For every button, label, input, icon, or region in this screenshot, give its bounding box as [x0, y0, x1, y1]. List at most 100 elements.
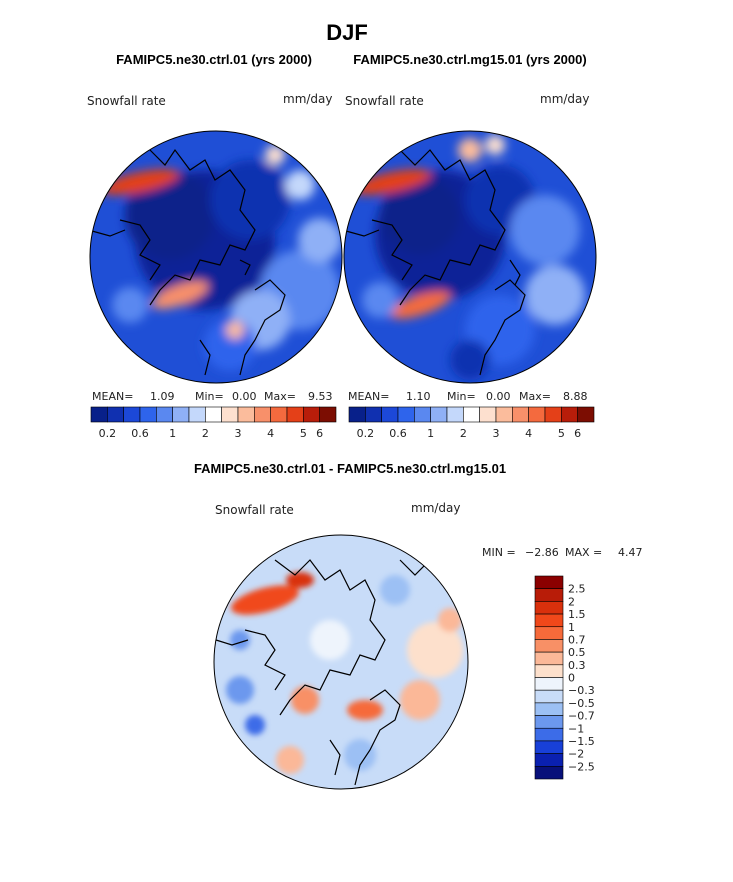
- right-min-label: Min=: [447, 390, 476, 403]
- diff-max-value: 4.47: [618, 546, 643, 559]
- diff-colorbar-tick: −1.5: [568, 735, 595, 748]
- diff-panel-title: FAMIPC5.ne30.ctrl.01 - FAMIPC5.ne30.ctrl…: [194, 461, 506, 476]
- diff-map-fields: [226, 572, 463, 774]
- left-colorbar-tick: 0.2: [99, 427, 117, 440]
- right-map-coastlines: [345, 149, 526, 376]
- left-map-coastlines: [91, 148, 286, 376]
- diff-colorbar-swatch: [534, 588, 564, 602]
- diff-colorbar: 2.521.510.70.50.30−0.3−0.5−0.7−1−1.5−2−2…: [534, 575, 595, 780]
- left-panel-title: FAMIPC5.ne30.ctrl.01 (yrs 2000): [116, 52, 312, 67]
- diff-min-value: −2.86: [525, 546, 559, 559]
- right-colorbar-swatch: [446, 406, 464, 423]
- diff-colorbar-tick: 0.5: [568, 646, 586, 659]
- left-colorbar-tick: 4: [267, 427, 274, 440]
- right-colorbar-swatch: [348, 406, 366, 423]
- left-mean-label: MEAN=: [92, 390, 133, 403]
- left-colorbar-swatch: [90, 406, 108, 423]
- diff-colorbar-tick: −0.7: [568, 710, 595, 723]
- diff-colorbar-swatch: [534, 626, 564, 640]
- diff-colorbar-swatch: [534, 651, 564, 666]
- right-colorbar-swatch: [365, 406, 382, 423]
- right-colorbar-tick: 1: [427, 427, 434, 440]
- diff-colorbar-tick: 1.5: [568, 608, 586, 621]
- diff-colorbar-tick: −0.3: [568, 684, 595, 697]
- diff-map-coastlines: [215, 559, 441, 786]
- figure-title: DJF: [326, 20, 368, 45]
- left-colorbar-swatch: [303, 406, 320, 423]
- right-map: [344, 131, 596, 383]
- diff-colorbar-swatch: [534, 702, 564, 716]
- diff-colorbar-tick: 2.5: [568, 583, 586, 596]
- left-colorbar-swatch: [286, 406, 304, 423]
- left-colorbar-swatch: [254, 406, 271, 423]
- diff-colorbar-swatch: [534, 677, 564, 691]
- diff-colorbar-tick: 0: [568, 672, 575, 685]
- left-stats: MEAN= 1.09 Min= 0.00 Max= 9.53: [92, 390, 333, 403]
- right-colorbar-tick: 0.2: [357, 427, 375, 440]
- right-max-value: 8.88: [563, 390, 588, 403]
- left-max-value: 9.53: [308, 390, 333, 403]
- left-variable-label: Snowfall rate: [87, 94, 166, 108]
- diff-colorbar-tick: 0.3: [568, 659, 586, 672]
- diff-colorbar-swatch: [534, 601, 564, 615]
- left-colorbar-swatch: [237, 406, 255, 423]
- right-map-fields: [352, 135, 585, 380]
- diff-colorbar-tick: −1: [568, 722, 584, 735]
- left-units-label: mm/day: [283, 92, 333, 106]
- right-colorbar-swatch: [577, 406, 595, 423]
- left-max-label: Max=: [264, 390, 296, 403]
- left-colorbar-tick: 3: [235, 427, 242, 440]
- left-colorbar-swatch: [270, 406, 288, 423]
- right-colorbar-swatch: [495, 406, 513, 423]
- left-colorbar-swatch: [139, 406, 157, 423]
- right-colorbar-tick: 2: [460, 427, 467, 440]
- diff-colorbar-swatch: [534, 715, 564, 729]
- right-colorbar-swatch: [430, 406, 448, 423]
- left-colorbar-tick: 2: [202, 427, 209, 440]
- right-mean-label: MEAN=: [348, 390, 389, 403]
- left-colorbar-swatch: [172, 406, 190, 423]
- diff-colorbar-swatch: [534, 727, 564, 742]
- right-colorbar-swatch: [463, 406, 480, 423]
- left-min-label: Min=: [195, 390, 224, 403]
- left-min-value: 0.00: [232, 390, 257, 403]
- right-max-label: Max=: [519, 390, 551, 403]
- right-map-border: [343, 130, 597, 384]
- right-variable-label: Snowfall rate: [345, 94, 424, 108]
- diff-colorbar-tick: 2: [568, 595, 575, 608]
- right-colorbar-swatch: [414, 406, 431, 423]
- left-colorbar-tick: 1: [169, 427, 176, 440]
- right-colorbar-tick: 4: [525, 427, 532, 440]
- diff-colorbar-swatch: [534, 639, 564, 653]
- diff-min-label: MIN =: [482, 546, 516, 559]
- left-colorbar-swatch: [107, 406, 124, 423]
- left-colorbar-tick: 5: [300, 427, 307, 440]
- diff-colorbar-swatch: [534, 689, 564, 704]
- diff-colorbar-swatch: [534, 740, 564, 754]
- diff-map: [214, 535, 468, 789]
- diff-colorbar-tick: −0.5: [568, 697, 595, 710]
- right-colorbar-swatch: [561, 406, 578, 423]
- diff-colorbar-swatch: [534, 753, 564, 767]
- right-colorbar-tick: 3: [493, 427, 500, 440]
- left-mean-value: 1.09: [150, 390, 175, 403]
- diff-colorbar-swatch: [534, 766, 564, 780]
- right-colorbar-swatch: [479, 406, 497, 423]
- left-map-border: [89, 130, 343, 384]
- left-colorbar-tick: 0.6: [131, 427, 149, 440]
- diff-variable-label: Snowfall rate: [215, 503, 294, 517]
- right-colorbar-swatch: [512, 406, 529, 423]
- diff-colorbar-tick: −2.5: [568, 760, 595, 773]
- left-colorbar-tick: 6: [316, 427, 323, 440]
- right-min-value: 0.00: [486, 390, 511, 403]
- diff-colorbar-swatch: [534, 664, 564, 678]
- left-colorbar-swatch: [205, 406, 222, 423]
- right-colorbar-swatch: [544, 406, 562, 423]
- diff-colorbar-swatch: [534, 613, 564, 628]
- left-colorbar-swatch: [123, 406, 141, 423]
- diff-max-label: MAX =: [565, 546, 602, 559]
- right-colorbar-tick: 0.6: [389, 427, 407, 440]
- right-colorbar-tick: 6: [574, 427, 581, 440]
- left-colorbar-swatch: [188, 406, 206, 423]
